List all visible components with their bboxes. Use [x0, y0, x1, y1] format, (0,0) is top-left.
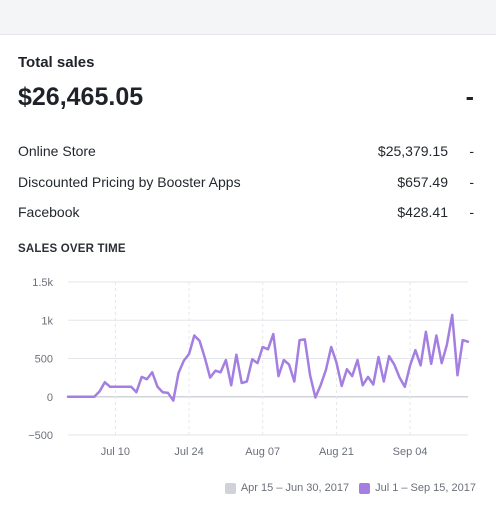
legend-item-previous[interactable]: Apr 15 – Jun 30, 2017 — [224, 482, 350, 494]
chart-legend: Apr 15 – Jun 30, 2017 Jul 1 – Sep 15, 20… — [215, 482, 476, 494]
x-tick-label: Jul 10 — [101, 446, 130, 458]
y-tick-label: 500 — [35, 354, 53, 366]
breakdown-label: Online Store — [18, 143, 96, 159]
breakdown-row-facebook: Facebook $428.41 - — [18, 204, 478, 224]
y-tick-label: 1k — [41, 315, 53, 327]
x-tick-label: Aug 07 — [245, 446, 280, 458]
breakdown-label: Discounted Pricing by Booster Apps — [18, 174, 241, 190]
sales-over-time-title: SALES OVER TIME — [18, 243, 126, 255]
breakdown-label: Facebook — [18, 204, 80, 220]
legend-swatch-previous — [224, 482, 236, 494]
total-sales-card: Total sales $26,465.05 - Online Store $2… — [0, 34, 496, 513]
breakdown-change: - — [469, 143, 474, 159]
breakdown-change: - — [469, 174, 474, 190]
breakdown-change: - — [469, 204, 474, 220]
total-sales-amount: $26,465.05 — [18, 83, 144, 111]
total-change-indicator: - — [465, 83, 474, 111]
card-title: Total sales — [18, 54, 95, 71]
breakdown-value: $428.41 — [397, 204, 448, 220]
legend-swatch-current — [359, 482, 371, 494]
breakdown-row-discounted-pricing: Discounted Pricing by Booster Apps $657.… — [18, 174, 478, 194]
y-tick-label: −500 — [28, 430, 53, 442]
x-tick-label: Sep 04 — [393, 446, 428, 458]
series-line-current — [66, 313, 470, 402]
x-tick-label: Aug 21 — [319, 446, 354, 458]
legend-item-current[interactable]: Jul 1 – Sep 15, 2017 — [359, 482, 476, 494]
sales-over-time-chart: 1.5k 1k 500 0 −500 Jul 10 Jul 24 Aug 07 Aug 21 Se… — [28, 277, 470, 458]
breakdown-row-online-store: Online Store $25,379.15 - — [18, 143, 478, 163]
legend-label-previous: Apr 15 – Jun 30, 2017 — [240, 482, 350, 494]
top-background — [0, 0, 496, 34]
breakdown-value: $25,379.15 — [377, 143, 448, 159]
breakdown-value: $657.49 — [397, 174, 448, 190]
x-tick-label: Jul 24 — [174, 446, 203, 458]
y-tick-label: 1.5k — [32, 277, 53, 289]
legend-label-current: Jul 1 – Sep 15, 2017 — [375, 482, 476, 494]
y-tick-label: 0 — [47, 392, 53, 404]
